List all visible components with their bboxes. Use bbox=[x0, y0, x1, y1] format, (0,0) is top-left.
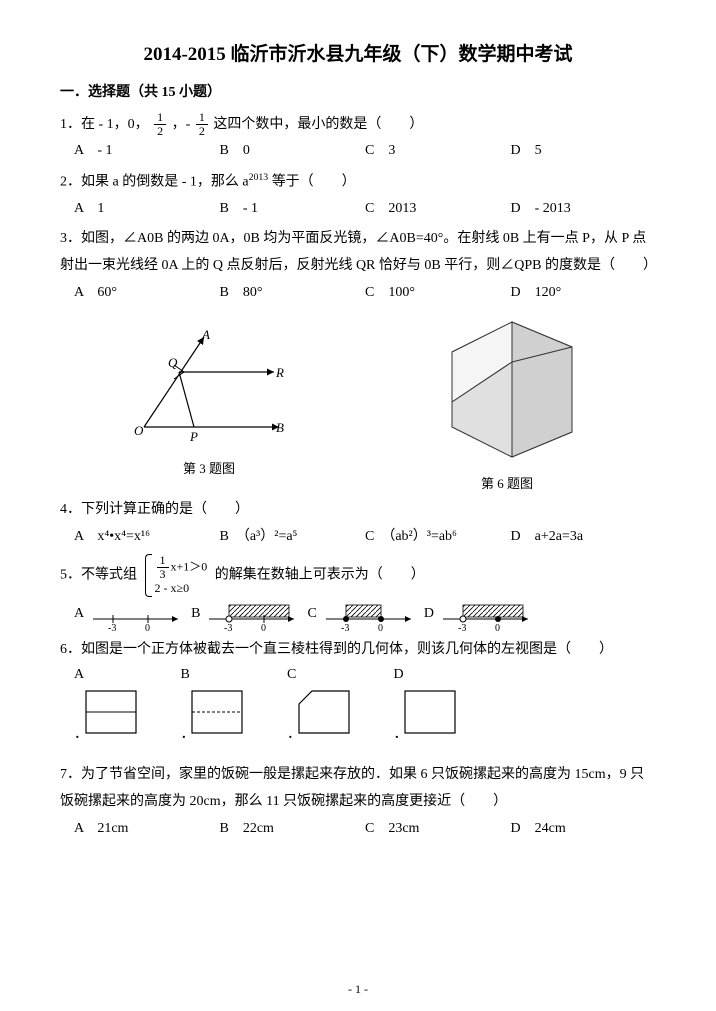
q6-opt-d: D ． bbox=[394, 664, 461, 747]
question-1: 1．在 - 1，0， 12 ，- 12 这四个数中，最小的数是（ ） A - 1… bbox=[60, 111, 656, 163]
svg-text:-3: -3 bbox=[108, 623, 116, 631]
fraction: 12 bbox=[196, 111, 208, 138]
question-2: 2．如果 a 的倒数是 - 1，那么 a2013 等于（ ） A 1 B - 1… bbox=[60, 169, 656, 221]
q5-opt-c: C -30 bbox=[307, 597, 415, 631]
q1-opt-b: B 0 bbox=[220, 140, 366, 162]
q3-opt-c: C 100° bbox=[365, 282, 511, 304]
svg-text:-3: -3 bbox=[458, 623, 466, 631]
q4-opt-d: D a+2a=3a bbox=[511, 526, 657, 548]
figure-row: A Q R O P B 第 3 题图 第 6 题图 bbox=[60, 312, 656, 495]
svg-text:-3: -3 bbox=[341, 623, 349, 631]
question-4: 4．下列计算正确的是（ ） A x⁴•x⁴=x¹⁶ B （a³）²=a⁵ C （… bbox=[60, 497, 656, 548]
q1-text-b: ，- bbox=[172, 117, 191, 132]
q1-text-a: 1．在 - 1，0， bbox=[60, 117, 149, 132]
svg-text:Q: Q bbox=[168, 355, 178, 370]
q3-opt-a: A 60° bbox=[74, 282, 220, 304]
q3-opt-d: D 120° bbox=[511, 282, 657, 304]
svg-text:0: 0 bbox=[378, 623, 383, 631]
q5-opt-d: D -30 bbox=[424, 597, 533, 631]
q7-opt-c: C 23cm bbox=[365, 818, 511, 840]
q6-figure-3d: 第 6 题图 bbox=[422, 312, 592, 495]
q2-text: 2．如果 a 的倒数是 - 1，那么 a bbox=[60, 174, 249, 189]
q1-opt-a: A - 1 bbox=[74, 140, 220, 162]
inequality-system: 13x+1＞0 2 - x≥0 bbox=[145, 554, 208, 597]
svg-text:R: R bbox=[275, 365, 284, 380]
q7-opt-d: D 24cm bbox=[511, 818, 657, 840]
q2-opt-b: B - 1 bbox=[220, 198, 366, 220]
svg-text:0: 0 bbox=[261, 623, 266, 631]
q4-opt-a: A x⁴•x⁴=x¹⁶ bbox=[74, 526, 220, 548]
page-number: - 1 - bbox=[0, 980, 716, 999]
q2-text2: 等于（ ） bbox=[268, 174, 356, 189]
q6-opt-a: A ． bbox=[74, 664, 141, 747]
q1-opt-c: C 3 bbox=[365, 140, 511, 162]
q6-fig-label: 第 6 题图 bbox=[422, 474, 592, 495]
svg-text:-3: -3 bbox=[224, 623, 232, 631]
q7-text: 7．为了节省空间，家里的饭碗一般是摞起来存放的．如果 6 只饭碗摞起来的高度为 … bbox=[60, 762, 656, 815]
q2-opt-a: A 1 bbox=[74, 198, 220, 220]
q6-text: 6．如图是一个正方体被截去一个直三棱柱得到的几何体，则该几何体的左视图是（ ） bbox=[60, 637, 656, 664]
q1-text-c: 这四个数中，最小的数是（ ） bbox=[213, 117, 423, 132]
q5-text-a: 5．不等式组 bbox=[60, 568, 137, 583]
question-7: 7．为了节省空间，家里的饭碗一般是摞起来存放的．如果 6 只饭碗摞起来的高度为 … bbox=[60, 762, 656, 840]
svg-text:0: 0 bbox=[145, 623, 150, 631]
svg-text:0: 0 bbox=[495, 623, 500, 631]
q5-opt-a: A -30 bbox=[74, 597, 183, 631]
exam-title: 2014-2015 临沂市沂水县九年级（下）数学期中考试 bbox=[60, 40, 656, 70]
svg-text:P: P bbox=[189, 429, 198, 444]
q6-opt-c: C ． bbox=[287, 664, 354, 747]
q3-figure: A Q R O P B 第 3 题图 bbox=[124, 327, 294, 480]
q4-text: 4．下列计算正确的是（ ） bbox=[60, 497, 656, 524]
q3-opt-b: B 80° bbox=[220, 282, 366, 304]
q7-opt-a: A 21cm bbox=[74, 818, 220, 840]
svg-text:O: O bbox=[134, 423, 144, 438]
q3-fig-label: 第 3 题图 bbox=[124, 459, 294, 480]
svg-text:B: B bbox=[276, 420, 284, 435]
fraction: 12 bbox=[154, 111, 166, 138]
q2-opt-c: C 2013 bbox=[365, 198, 511, 220]
section-heading: 一．选择题（共 15 小题） bbox=[60, 82, 656, 104]
svg-text:A: A bbox=[201, 327, 210, 342]
question-6: 6．如图是一个正方体被截去一个直三棱柱得到的几何体，则该几何体的左视图是（ ） … bbox=[60, 637, 656, 746]
q5-opt-b: B -30 bbox=[191, 597, 299, 631]
q2-sup: 2013 bbox=[249, 172, 269, 183]
q7-opt-b: B 22cm bbox=[220, 818, 366, 840]
q3-text: 3．如图，∠A0B 的两边 0A，0B 均为平面反光镜，∠A0B=40°。在射线… bbox=[60, 226, 656, 279]
q4-opt-c: C （ab²）³=ab⁶ bbox=[365, 526, 511, 548]
question-3: 3．如图，∠A0B 的两边 0A，0B 均为平面反光镜，∠A0B=40°。在射线… bbox=[60, 226, 656, 304]
q4-opt-b: B （a³）²=a⁵ bbox=[220, 526, 366, 548]
q2-opt-d: D - 2013 bbox=[511, 198, 657, 220]
q1-opt-d: D 5 bbox=[511, 140, 657, 162]
q6-opt-b: B ． bbox=[181, 664, 248, 747]
question-5: 5．不等式组 13x+1＞0 2 - x≥0 的解集在数轴上可表示为（ ） A … bbox=[60, 554, 656, 631]
q5-text-b: 的解集在数轴上可表示为（ ） bbox=[215, 568, 425, 583]
